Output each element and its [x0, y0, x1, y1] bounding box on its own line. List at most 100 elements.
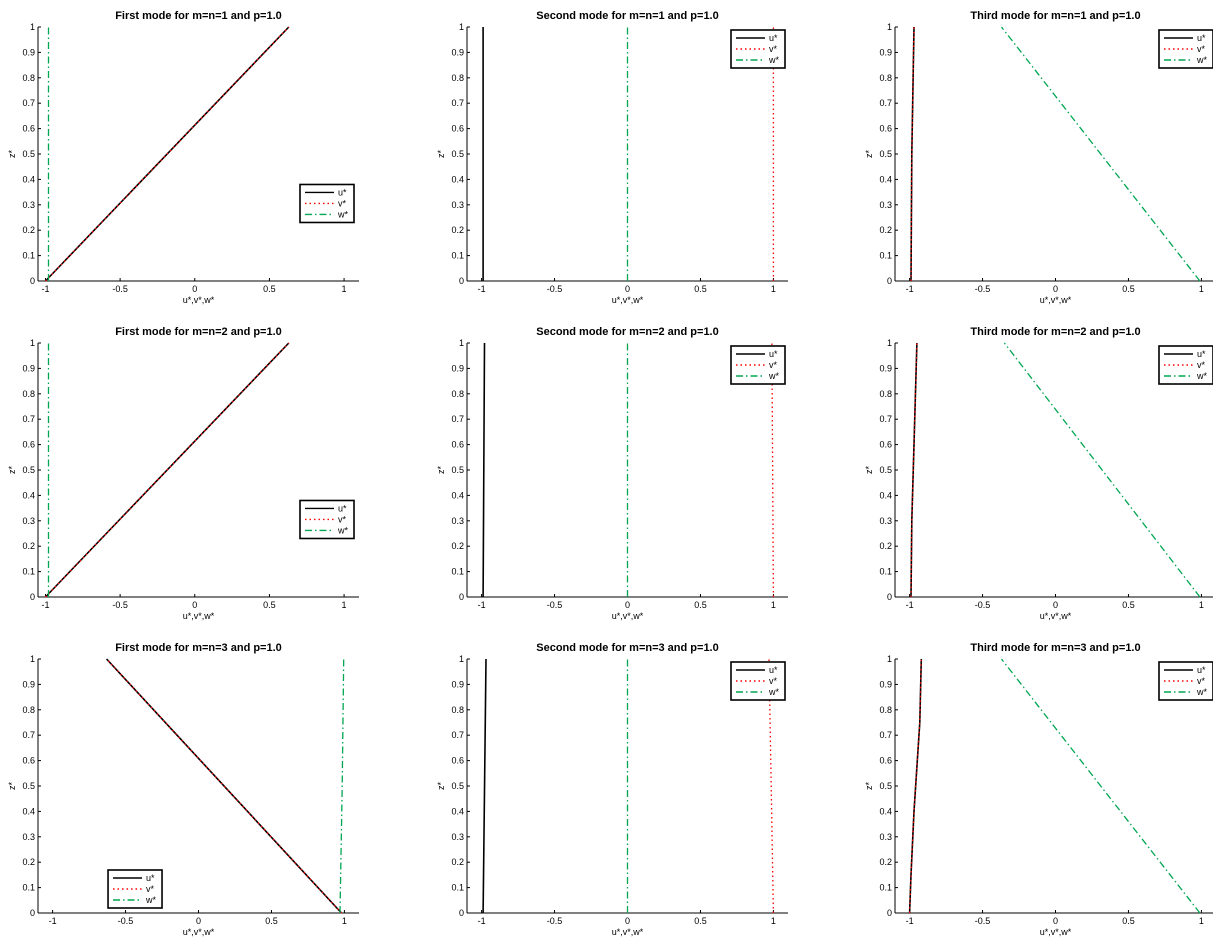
legend-label: u* [769, 665, 778, 675]
y-tick-label: 0.1 [451, 567, 464, 577]
x-tick-label: 0.5 [263, 284, 276, 294]
y-tick-label: 0.3 [879, 832, 892, 842]
subplot-title: Second mode for m=n=3 and p=1.0 [536, 642, 718, 654]
y-tick-label: 0.8 [451, 705, 464, 715]
x-tick-label: -0.5 [547, 916, 563, 926]
subplot-3-1: First mode for m=n=3 and p=1.0 0 0.1 0.2 0.3… [7, 642, 359, 937]
x-tick-label: 0 [625, 284, 630, 294]
y-axis-label: z* [7, 466, 17, 475]
y-tick-label: 0.9 [451, 679, 464, 689]
y-axis-label: z* [436, 150, 446, 159]
x-tick-label: 0 [1053, 600, 1058, 610]
x-tick-label: -0.5 [547, 600, 563, 610]
legend-label: v* [769, 360, 778, 370]
y-tick-label: 0.6 [22, 756, 35, 766]
y-tick-label: 0.6 [879, 124, 892, 134]
y-axis-label: z* [436, 782, 446, 791]
y-tick-label: 0.5 [451, 465, 464, 475]
x-tick-label: 1 [342, 916, 347, 926]
y-tick-label: 0.5 [451, 149, 464, 159]
y-tick-label: 0.8 [879, 705, 892, 715]
y-tick-label: 0.7 [879, 98, 892, 108]
series-line-v-star [908, 658, 922, 914]
y-tick-label: 1 [30, 654, 35, 664]
legend-label: v* [769, 44, 778, 54]
legend-label: v* [1197, 360, 1206, 370]
y-tick-label: 0.6 [22, 440, 35, 450]
y-tick-label: 0.2 [22, 225, 35, 235]
y-tick-label: 0.5 [879, 781, 892, 791]
legend-label: v* [769, 676, 778, 686]
x-tick-label: -1 [41, 600, 49, 610]
y-tick-label: 0.4 [451, 490, 464, 500]
y-tick-label: 1 [887, 654, 892, 664]
legend-label: w* [1196, 371, 1207, 381]
series-line-w-star [1000, 658, 1201, 914]
subplot-2-3: Third mode for m=n=2 and p=1.0 0 0.1 0.2 0.3… [864, 326, 1213, 621]
x-axis-label: u*,v*,w* [183, 295, 215, 305]
series-line-w-star [339, 658, 345, 914]
y-tick-label: 0.6 [879, 440, 892, 450]
y-tick-label: 0 [887, 908, 892, 918]
y-tick-label: 0.1 [879, 883, 892, 893]
legend: u*v*w* [299, 183, 355, 224]
y-tick-label: 0.5 [22, 465, 35, 475]
legend-label: w* [768, 55, 779, 65]
y-tick-label: 0.7 [879, 414, 892, 424]
legend-box [730, 661, 786, 701]
legend-label: u* [1197, 33, 1206, 43]
y-tick-label: 0.8 [451, 389, 464, 399]
x-tick-label: -1 [906, 600, 914, 610]
y-tick-label: 0.2 [451, 541, 464, 551]
y-tick-label: 0 [887, 592, 892, 602]
y-tick-label: 0.1 [879, 567, 892, 577]
y-tick-label: 0.6 [22, 124, 35, 134]
x-axis-label: u*,v*,w* [183, 611, 215, 621]
y-tick-label: 0.4 [22, 806, 35, 816]
legend-label: w* [337, 525, 348, 535]
y-tick-label: 0.3 [22, 516, 35, 526]
legend-box [1158, 29, 1213, 69]
x-tick-label: -0.5 [975, 600, 991, 610]
legend-label: w* [145, 895, 156, 905]
y-axis-label: z* [7, 782, 17, 791]
y-tick-label: 0.3 [879, 516, 892, 526]
legend-box [1158, 661, 1213, 701]
legend: u*v*w* [1158, 345, 1213, 385]
x-axis-label: u*,v*,w* [612, 611, 644, 621]
y-tick-label: 0.8 [879, 389, 892, 399]
y-tick-label: 0.9 [879, 47, 892, 57]
x-tick-label: -0.5 [975, 916, 991, 926]
legend-label: u* [338, 187, 347, 197]
legend-label: w* [1196, 55, 1207, 65]
y-tick-label: 0.3 [451, 200, 464, 210]
y-tick-label: 1 [459, 22, 464, 32]
y-tick-label: 0.2 [451, 857, 464, 867]
y-tick-label: 0.3 [451, 832, 464, 842]
y-tick-label: 0.1 [22, 567, 35, 577]
y-tick-label: 0.9 [879, 679, 892, 689]
y-tick-label: 1 [887, 338, 892, 348]
series-line-u-star [482, 658, 487, 914]
y-tick-label: 0 [459, 592, 464, 602]
y-tick-label: 0.7 [22, 98, 35, 108]
legend-label: v* [1197, 676, 1206, 686]
series-line-v-star [45, 342, 290, 598]
x-tick-label: -1 [906, 916, 914, 926]
x-tick-label: 0.5 [694, 916, 707, 926]
x-tick-label: 0.5 [1122, 916, 1135, 926]
series-line-v-star [910, 342, 918, 598]
y-tick-label: 0.1 [22, 883, 35, 893]
y-tick-label: 0.7 [879, 730, 892, 740]
subplot-title: Third mode for m=n=2 and p=1.0 [970, 326, 1140, 338]
legend-label: w* [1196, 687, 1207, 697]
y-tick-label: 0.1 [22, 251, 35, 261]
y-tick-label: 0.5 [22, 781, 35, 791]
subplot-3-2: Second mode for m=n=3 and p=1.0 0 0.1 0.2 0.… [436, 642, 788, 937]
y-tick-label: 0.1 [879, 251, 892, 261]
y-tick-label: 0.4 [22, 174, 35, 184]
x-axis-label: u*,v*,w* [1040, 927, 1072, 937]
subplot-title: First mode for m=n=3 and p=1.0 [115, 642, 282, 654]
y-tick-label: 0.8 [22, 705, 35, 715]
y-axis-label: z* [864, 150, 874, 159]
